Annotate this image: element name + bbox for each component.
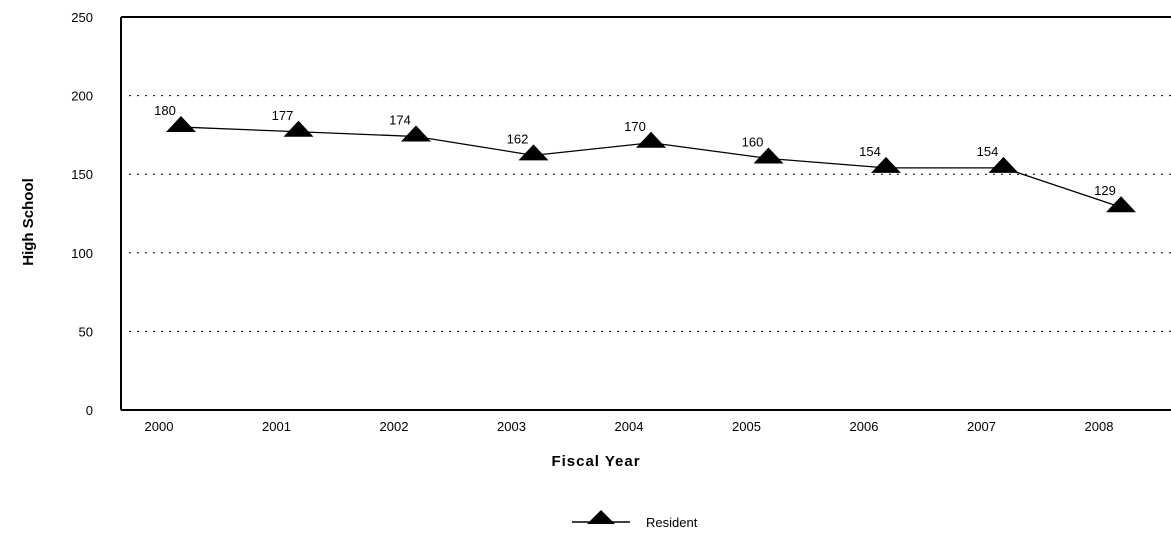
data-point-triangle <box>636 131 666 148</box>
data-label: 129 <box>1094 183 1116 198</box>
x-tick-label: 2004 <box>615 419 644 434</box>
y-tick-labels: 0 50 100 150 200 250 <box>71 10 93 418</box>
legend-label-resident: Resident <box>646 515 698 530</box>
data-point-triangle <box>166 116 196 133</box>
data-label: 162 <box>507 131 529 146</box>
data-label: 180 <box>154 103 176 118</box>
data-label: 177 <box>272 108 294 123</box>
data-label: 160 <box>742 134 764 149</box>
data-label: 170 <box>624 119 646 134</box>
x-tick-label: 2002 <box>380 419 409 434</box>
data-label: 154 <box>977 144 999 159</box>
data-point-triangle <box>518 144 549 161</box>
y-tick-label: 200 <box>71 89 93 104</box>
y-tick-label: 100 <box>71 246 93 261</box>
data-point-triangle <box>1106 196 1136 213</box>
x-tick-label: 2000 <box>145 419 174 434</box>
x-tick-labels: 2000 2001 2002 2003 2004 2005 2006 2007 2008 <box>145 419 1114 434</box>
legend: Resident <box>572 510 698 530</box>
series-resident <box>166 116 1136 213</box>
y-tick-label: 250 <box>71 10 93 25</box>
x-axis-title: Fiscal Year <box>551 453 640 470</box>
data-point-triangle <box>988 156 1019 173</box>
x-tick-label: 2001 <box>262 419 291 434</box>
x-tick-label: 2007 <box>967 419 996 434</box>
data-labels: 180 177 174 162 170 160 154 154 129 <box>154 103 1116 198</box>
y-tick-label: 50 <box>79 324 93 339</box>
y-tick-label: 150 <box>71 167 93 182</box>
y-axis-title: High School <box>20 178 37 266</box>
data-label: 174 <box>389 112 411 127</box>
x-tick-label: 2006 <box>850 419 879 434</box>
gridlines <box>129 95 1171 332</box>
data-point-triangle <box>401 125 431 142</box>
data-point-triangle <box>871 156 901 173</box>
data-point-triangle <box>283 120 314 137</box>
x-tick-label: 2005 <box>732 419 761 434</box>
x-tick-label: 2003 <box>497 419 526 434</box>
legend-triangle-icon <box>587 510 615 524</box>
y-tick-label: 0 <box>86 403 93 418</box>
x-tick-label: 2008 <box>1085 419 1114 434</box>
data-label: 154 <box>859 144 881 159</box>
data-point-triangle <box>753 147 784 164</box>
